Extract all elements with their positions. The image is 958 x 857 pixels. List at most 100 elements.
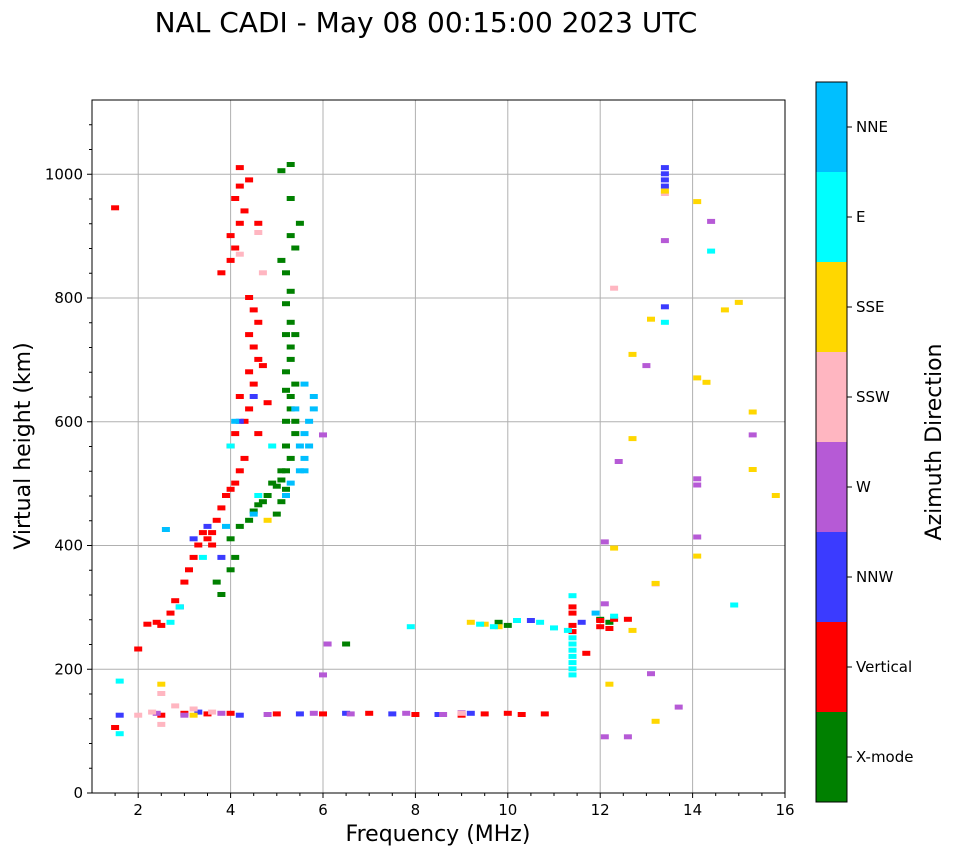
data-point bbox=[111, 205, 120, 211]
data-point bbox=[226, 486, 235, 492]
data-point bbox=[245, 517, 254, 523]
data-point bbox=[254, 493, 263, 498]
data-point bbox=[249, 394, 258, 399]
data-point bbox=[254, 319, 263, 325]
data-point bbox=[305, 418, 314, 424]
data-point bbox=[235, 394, 244, 399]
colorbar-swatch-nnw bbox=[816, 532, 847, 622]
data-point bbox=[503, 622, 512, 628]
data-point bbox=[291, 406, 300, 412]
data-point bbox=[365, 710, 374, 716]
y-axis-label: Virtual height (km) bbox=[11, 342, 36, 549]
data-point bbox=[748, 409, 757, 415]
data-point bbox=[568, 604, 577, 610]
data-point bbox=[568, 672, 577, 678]
x-axis: 2 4 6 8 10 12 14 16 bbox=[114, 793, 795, 819]
colorbar-swatch-x-mode bbox=[816, 712, 847, 802]
colorbar-swatch-e bbox=[816, 172, 847, 262]
data-point bbox=[235, 523, 244, 529]
data-point bbox=[180, 579, 189, 585]
data-point bbox=[203, 711, 212, 717]
x-axis-label: Frequency (MHz) bbox=[346, 822, 531, 847]
data-point bbox=[222, 523, 230, 529]
data-point bbox=[730, 602, 739, 608]
data-point bbox=[286, 356, 295, 362]
data-point bbox=[295, 220, 304, 226]
data-point bbox=[707, 218, 716, 224]
data-point bbox=[217, 554, 226, 560]
data-point bbox=[115, 712, 124, 718]
data-point bbox=[480, 621, 489, 627]
data-point bbox=[152, 619, 161, 625]
data-point bbox=[309, 710, 318, 716]
x-tick-label-4: 10 bbox=[498, 801, 517, 819]
data-point bbox=[263, 712, 272, 717]
data-point bbox=[198, 530, 207, 536]
data-point bbox=[693, 534, 702, 540]
data-point bbox=[226, 443, 235, 449]
data-point bbox=[568, 635, 577, 641]
data-point bbox=[309, 406, 318, 412]
series-nne bbox=[161, 381, 600, 616]
data-point bbox=[660, 304, 669, 310]
data-point bbox=[536, 619, 545, 625]
x-tick-label-5: 12 bbox=[591, 801, 610, 819]
data-point bbox=[582, 650, 591, 656]
data-point bbox=[748, 432, 757, 438]
data-point bbox=[134, 646, 143, 652]
data-point bbox=[291, 245, 300, 251]
data-point bbox=[466, 619, 475, 625]
data-point bbox=[693, 375, 702, 381]
data-point bbox=[249, 511, 258, 517]
data-point bbox=[568, 622, 577, 628]
data-point bbox=[286, 394, 295, 399]
data-point bbox=[323, 641, 332, 647]
data-point bbox=[203, 536, 212, 542]
colorbar-label-sse: SSE bbox=[856, 298, 885, 316]
data-point bbox=[240, 208, 249, 214]
y-tick-label-4: 800 bbox=[54, 289, 83, 307]
data-point bbox=[198, 554, 207, 560]
data-point bbox=[208, 530, 217, 536]
data-point bbox=[748, 467, 757, 472]
data-point bbox=[157, 721, 166, 727]
data-point bbox=[254, 356, 263, 362]
x-tick-label-3: 8 bbox=[411, 801, 421, 819]
colorbar-frame bbox=[815, 81, 848, 803]
data-point bbox=[189, 712, 198, 718]
data-point bbox=[282, 332, 290, 338]
data-point bbox=[291, 431, 300, 437]
data-point bbox=[517, 712, 526, 717]
data-point bbox=[263, 517, 272, 523]
data-point bbox=[651, 580, 660, 586]
series-x-mode bbox=[212, 162, 614, 647]
data-point bbox=[286, 406, 295, 412]
data-point bbox=[245, 369, 254, 375]
data-point bbox=[309, 394, 318, 399]
data-point bbox=[286, 162, 295, 167]
data-point bbox=[272, 511, 281, 517]
data-point bbox=[157, 681, 166, 687]
data-point bbox=[249, 307, 258, 313]
data-point bbox=[203, 523, 212, 529]
data-point bbox=[540, 711, 549, 717]
data-point bbox=[457, 710, 466, 716]
x-tick-label-1: 4 bbox=[226, 801, 236, 819]
data-point bbox=[263, 400, 272, 406]
y-axis: 0 200 400 600 800 1000 bbox=[45, 124, 92, 802]
data-point bbox=[286, 455, 295, 461]
data-point bbox=[660, 188, 669, 194]
colorbar-swatch-nne bbox=[816, 82, 847, 172]
data-point bbox=[245, 406, 254, 412]
data-point bbox=[157, 691, 166, 696]
data-point bbox=[235, 468, 244, 474]
data-point bbox=[476, 621, 485, 627]
data-point bbox=[254, 502, 263, 508]
data-point bbox=[180, 712, 189, 718]
data-point bbox=[300, 381, 309, 387]
series-sse bbox=[157, 188, 780, 724]
data-point bbox=[591, 610, 600, 616]
data-point bbox=[143, 621, 152, 627]
data-point bbox=[660, 177, 669, 183]
data-point bbox=[734, 299, 743, 305]
